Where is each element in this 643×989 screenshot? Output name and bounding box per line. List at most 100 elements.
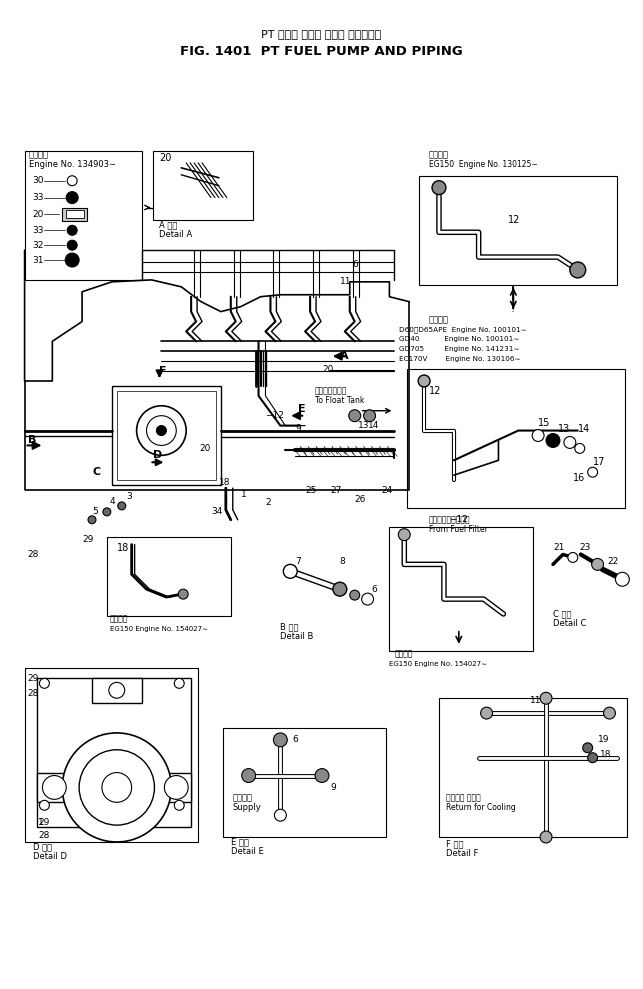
Text: Engine No. 134903∼: Engine No. 134903∼ <box>28 160 116 169</box>
Circle shape <box>583 743 593 753</box>
Circle shape <box>174 678 184 688</box>
Circle shape <box>315 768 329 782</box>
Text: 13: 13 <box>358 421 369 430</box>
Circle shape <box>588 753 597 763</box>
Text: EG150 Engine No. 154027∼: EG150 Engine No. 154027∼ <box>110 626 208 632</box>
Circle shape <box>275 809 286 821</box>
Circle shape <box>350 590 359 600</box>
Text: EG150  Engine No. 130125∼: EG150 Engine No. 130125∼ <box>429 160 538 169</box>
Text: 33: 33 <box>33 225 44 234</box>
Text: 29: 29 <box>39 818 50 827</box>
Circle shape <box>398 529 410 541</box>
Circle shape <box>242 768 255 782</box>
Circle shape <box>532 429 544 441</box>
Text: サプライ: サプライ <box>233 793 253 802</box>
Circle shape <box>178 589 188 599</box>
Circle shape <box>68 225 77 235</box>
Text: 29: 29 <box>82 535 93 544</box>
Text: 16: 16 <box>573 473 585 484</box>
Text: 23: 23 <box>580 543 591 552</box>
Text: 15: 15 <box>538 417 550 427</box>
Text: Detail B: Detail B <box>280 632 314 641</box>
Circle shape <box>174 800 184 810</box>
Text: C 詳細: C 詳細 <box>553 609 572 618</box>
Bar <box>154 151 253 221</box>
Circle shape <box>333 583 347 596</box>
Text: To Float Tank: To Float Tank <box>315 397 365 405</box>
Circle shape <box>604 707 615 719</box>
Text: A: A <box>340 351 349 361</box>
Circle shape <box>147 415 176 445</box>
Circle shape <box>79 750 154 825</box>
Text: 32: 32 <box>33 240 44 249</box>
Circle shape <box>68 176 77 186</box>
Text: 20: 20 <box>33 210 44 219</box>
Text: 3: 3 <box>127 493 132 501</box>
Bar <box>117 391 216 480</box>
Text: −12: −12 <box>449 515 467 524</box>
Circle shape <box>349 409 361 421</box>
Text: E: E <box>298 404 306 413</box>
Text: Detail D: Detail D <box>33 853 66 861</box>
Text: リターン 冷却用: リターン 冷却用 <box>446 793 481 802</box>
Circle shape <box>432 181 446 195</box>
Text: 18: 18 <box>219 478 230 487</box>
Text: 25: 25 <box>305 486 316 494</box>
Text: 適用番号: 適用番号 <box>394 649 413 658</box>
Bar <box>24 151 141 280</box>
Text: EC170V        Engine No. 130106∼: EC170V Engine No. 130106∼ <box>399 356 521 362</box>
Circle shape <box>109 682 125 698</box>
Text: B 詳細: B 詳細 <box>280 622 299 631</box>
Text: F: F <box>159 366 167 376</box>
Circle shape <box>540 831 552 843</box>
Text: 11: 11 <box>530 695 541 705</box>
Text: Detail A: Detail A <box>159 229 193 238</box>
Circle shape <box>65 253 79 267</box>
Circle shape <box>118 502 125 510</box>
Text: 14: 14 <box>578 423 590 433</box>
Bar <box>62 208 87 222</box>
Text: 29: 29 <box>28 674 39 682</box>
Text: D60シD65APE  Engine No. 100101∼: D60シD65APE Engine No. 100101∼ <box>399 326 527 332</box>
Text: 1: 1 <box>240 491 246 499</box>
Text: 12: 12 <box>509 216 521 225</box>
Circle shape <box>68 240 77 250</box>
Circle shape <box>575 443 584 453</box>
Text: 20: 20 <box>199 444 210 453</box>
Text: GD705         Engine No. 141231∼: GD705 Engine No. 141231∼ <box>399 346 520 352</box>
Text: −12: −12 <box>266 411 284 420</box>
Bar <box>419 176 617 285</box>
Circle shape <box>103 508 111 516</box>
Circle shape <box>273 733 287 747</box>
Circle shape <box>364 409 376 421</box>
Text: フロータンクへ: フロータンクへ <box>315 387 347 396</box>
Text: 適用番号: 適用番号 <box>110 614 129 623</box>
Text: 適用番号: 適用番号 <box>429 315 449 324</box>
Text: 12: 12 <box>429 386 442 396</box>
Circle shape <box>102 772 132 802</box>
Bar <box>66 211 84 219</box>
Text: Return for Cooling: Return for Cooling <box>446 803 516 812</box>
Text: 28: 28 <box>28 550 39 559</box>
Circle shape <box>361 593 374 605</box>
Circle shape <box>284 565 297 579</box>
Circle shape <box>570 262 586 278</box>
Circle shape <box>615 573 629 586</box>
Bar <box>439 698 628 837</box>
Text: 33: 33 <box>33 193 44 202</box>
Circle shape <box>88 516 96 524</box>
Text: 14: 14 <box>368 421 379 430</box>
Text: 30: 30 <box>33 176 44 185</box>
Text: 28: 28 <box>39 831 50 840</box>
Circle shape <box>42 775 66 799</box>
Text: 21: 21 <box>553 543 565 552</box>
Text: 17: 17 <box>593 457 605 467</box>
Text: 4: 4 <box>110 497 116 506</box>
Text: EG150 Engine No. 154027∼: EG150 Engine No. 154027∼ <box>390 661 487 667</box>
Circle shape <box>165 775 188 799</box>
Bar <box>223 728 386 837</box>
Text: 9: 9 <box>330 783 336 792</box>
Circle shape <box>592 559 604 571</box>
Text: 19: 19 <box>597 736 609 745</box>
Text: Detail F: Detail F <box>446 850 478 858</box>
